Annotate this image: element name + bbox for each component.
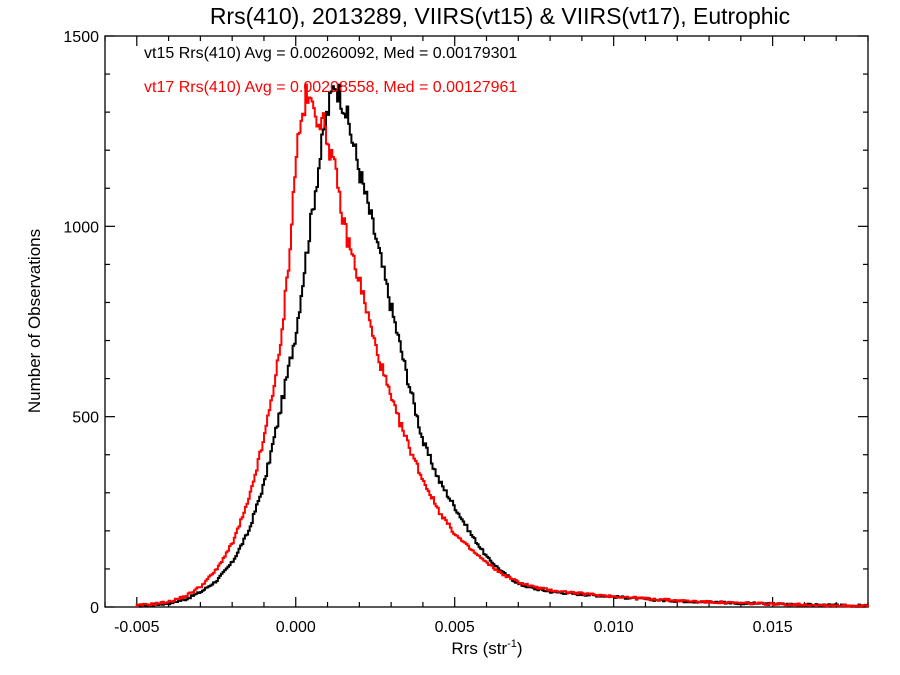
- x-tick-label: 0.000: [276, 619, 316, 636]
- legend-vt15: vt15 Rrs(410) Avg = 0.00260092, Med = 0.…: [144, 45, 517, 62]
- series-line-vt15: [135, 83, 869, 608]
- x-tick-label: 0.010: [594, 619, 634, 636]
- axis-ticks: [104, 35, 869, 608]
- y-axis-label: Number of Observations: [25, 229, 44, 413]
- x-tick-label: -0.005: [114, 619, 159, 636]
- y-tick-label: 0: [90, 600, 99, 617]
- chart-title: Rrs(410), 2013289, VIIRS(vt15) & VIIRS(v…: [210, 3, 790, 29]
- legend-vt17: vt17 Rrs(410) Avg = 0.00208558, Med = 0.…: [144, 79, 517, 96]
- series-line-vt17: [135, 83, 869, 608]
- x-axis-label-main: Rrs (str: [451, 639, 507, 658]
- x-tick-label: 0.015: [753, 619, 793, 636]
- y-tick-label: 1500: [63, 29, 99, 46]
- plot-frame: [104, 35, 869, 608]
- y-tick-label: 500: [72, 410, 99, 427]
- tick-labels: -0.005 0.000 0.005 0.010 0.015 0 500 1000 1500: [63, 29, 792, 636]
- x-axis-label-sup: -1: [507, 638, 517, 650]
- x-axis-label: Rrs (str-1): [451, 638, 522, 658]
- x-tick-label: 0.005: [435, 619, 475, 636]
- x-axis-label-close: ): [517, 639, 523, 658]
- y-tick-label: 1000: [63, 219, 99, 236]
